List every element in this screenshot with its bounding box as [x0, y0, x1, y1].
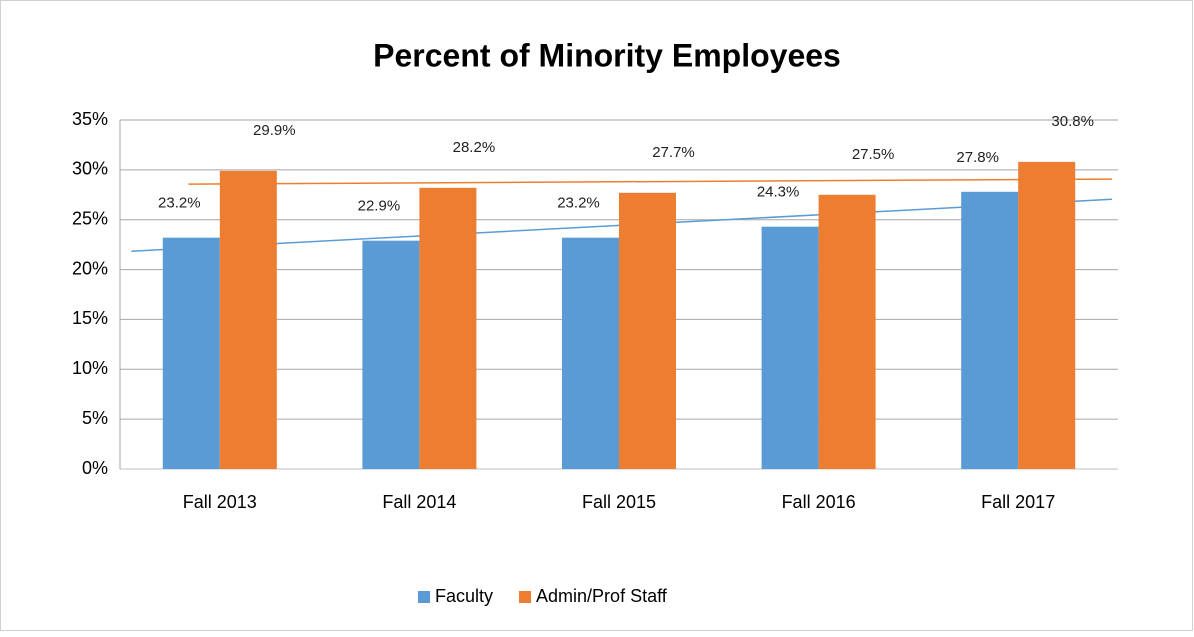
bar	[219, 170, 277, 469]
bar	[362, 240, 420, 469]
x-tick-label: Fall 2013	[183, 492, 257, 512]
legend-label: Admin/Prof Staff	[536, 586, 668, 606]
chart-title: Percent of Minority Employees	[373, 37, 841, 73]
y-tick-label: 25%	[72, 208, 108, 228]
y-tick-label: 30%	[72, 159, 108, 179]
legend-swatch	[418, 591, 430, 603]
y-tick-label: 15%	[72, 308, 108, 328]
legend-label: Faculty	[435, 586, 493, 606]
bar	[619, 192, 676, 469]
bar	[419, 187, 477, 469]
y-tick-label: 0%	[82, 458, 108, 478]
value-label: 22.9%	[358, 198, 401, 215]
value-label: 27.7%	[652, 144, 695, 161]
y-tick-label: 35%	[72, 109, 108, 129]
value-label: 23.2%	[557, 195, 600, 212]
value-label: 30.8%	[1051, 113, 1094, 130]
bar	[1018, 161, 1076, 469]
trend-line	[188, 178, 1113, 185]
value-label: 23.2%	[158, 195, 201, 212]
bar	[761, 226, 819, 469]
value-label: 29.9%	[253, 122, 296, 139]
bar	[818, 194, 876, 470]
y-tick-label: 20%	[72, 258, 108, 278]
value-label: 24.3%	[757, 184, 800, 201]
bar	[562, 237, 619, 469]
value-label: 27.5%	[852, 146, 895, 163]
legend-swatch	[519, 591, 532, 603]
y-tick-label: 5%	[82, 408, 108, 428]
value-label: 27.8%	[956, 149, 999, 166]
value-label: 28.2%	[453, 139, 496, 156]
x-tick-label: Fall 2016	[782, 492, 856, 512]
bar	[162, 237, 220, 469]
x-tick-label: Fall 2014	[382, 492, 456, 512]
x-tick-label: Fall 2017	[981, 492, 1055, 512]
bar	[961, 191, 1019, 469]
y-tick-label: 10%	[72, 358, 108, 378]
x-tick-label: Fall 2015	[582, 492, 656, 512]
